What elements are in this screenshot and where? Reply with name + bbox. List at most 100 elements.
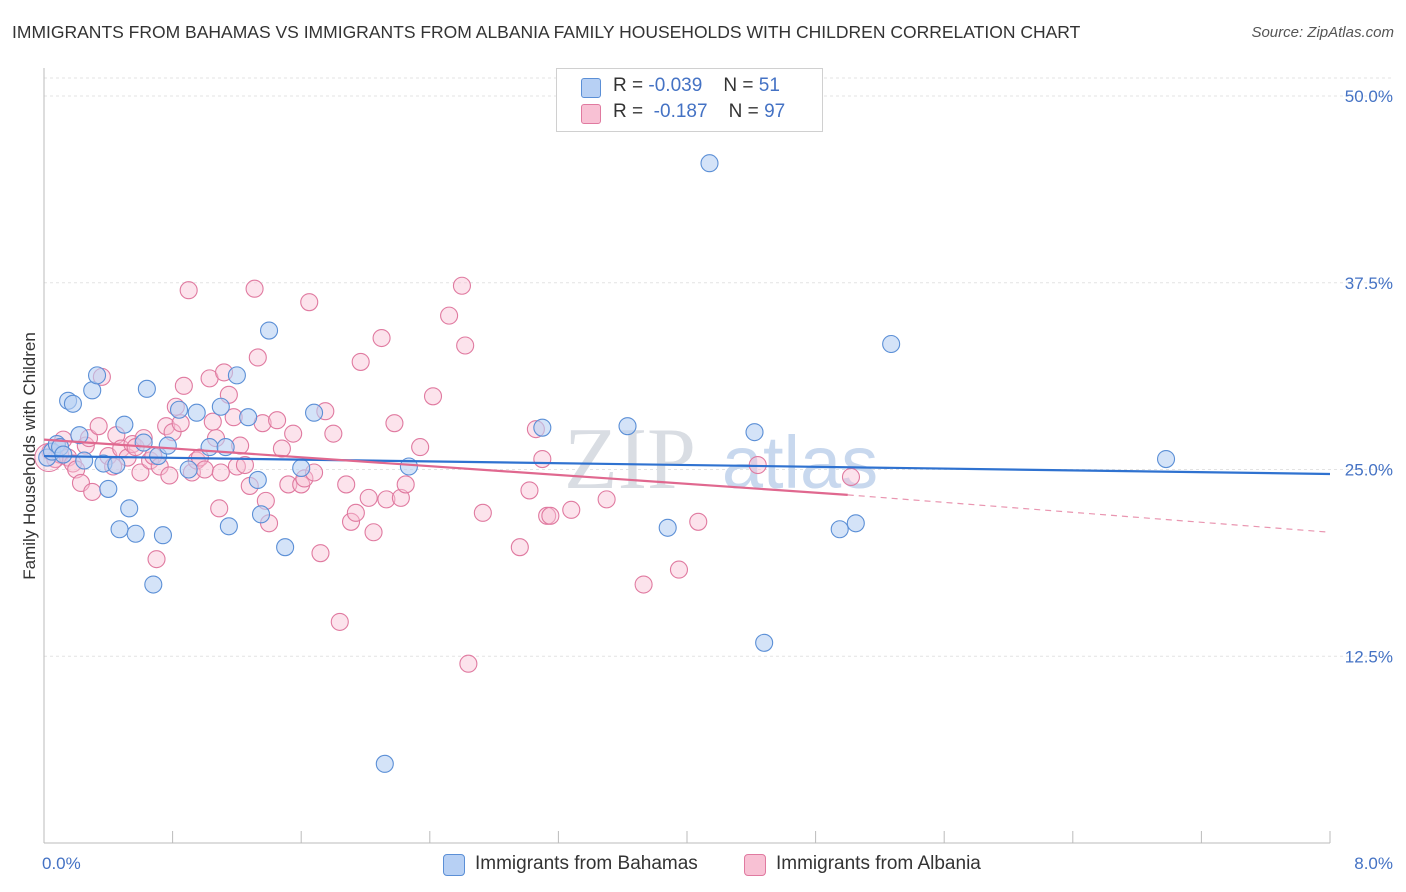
bahamas-point [110, 520, 129, 539]
bottom-legend-swatch-bahamas [443, 854, 465, 876]
bahamas-point [292, 458, 311, 478]
bahamas-point [882, 334, 901, 354]
bahamas-point [187, 403, 206, 422]
albania-point [459, 654, 478, 673]
albania-point [203, 412, 222, 431]
watermark: ZIP atlas [564, 411, 878, 508]
legend-n-albania: 97 [764, 101, 786, 122]
bahamas-point [618, 417, 637, 436]
albania-point [279, 475, 298, 494]
bahamas-point [179, 460, 198, 479]
bahamas-point [227, 366, 246, 385]
albania-point [324, 424, 343, 443]
correlation-legend: R = -0.039 N = 51 R = -0.187 N = 97 [556, 68, 823, 132]
albania-points [34, 276, 861, 673]
legend-n-bahamas: 51 [758, 75, 780, 96]
bahamas-point [755, 633, 774, 652]
bahamas-point [211, 397, 230, 416]
albania-point [452, 276, 472, 295]
albania-point [377, 490, 396, 509]
albania-point [423, 387, 443, 406]
albania-point [210, 499, 229, 518]
bottom-legend-swatch-albania [744, 854, 766, 876]
albania-point [300, 293, 319, 312]
bahamas-point [134, 433, 153, 452]
legend-text-bahamas: R = -0.039 N = 51 [613, 75, 780, 97]
albania-point [341, 512, 361, 531]
legend-r-albania: -0.187 [653, 101, 708, 122]
albania-point [268, 411, 287, 430]
albania-point [411, 438, 430, 457]
albania-point [634, 575, 653, 594]
bahamas-point [87, 366, 107, 385]
y-tick-label: 37.5% [1345, 274, 1393, 293]
bahamas-point [200, 438, 219, 457]
albania-trend-line [43, 438, 848, 496]
bahamas-point [219, 517, 238, 536]
albania-point [391, 488, 410, 507]
bahamas-point [158, 436, 177, 455]
legend-swatch-bahamas [581, 78, 601, 98]
albania-point [179, 281, 198, 300]
bahamas-point [830, 520, 849, 539]
albania-point [473, 503, 492, 522]
bahamas-point [375, 754, 394, 773]
legend-n-label: N = [728, 101, 759, 122]
albania-point [346, 503, 365, 522]
albania-point [841, 467, 861, 487]
albania-point [364, 523, 383, 542]
bahamas-point [120, 499, 139, 518]
albania-point [147, 550, 166, 569]
bahamas-point [745, 423, 764, 442]
bahamas-point [846, 514, 865, 533]
bahamas-point [75, 451, 94, 470]
albania-point [372, 328, 391, 348]
albania-trend-extension [847, 494, 1331, 533]
bahamas-point [305, 403, 324, 422]
bahamas-point [153, 526, 173, 545]
x-tick-label: 0.0% [42, 854, 81, 873]
legend-r-bahamas: -0.039 [648, 75, 703, 96]
legend-n-label: N = [723, 75, 754, 96]
bahamas-point [99, 479, 118, 498]
bahamas-point [259, 321, 279, 340]
bahamas-point [107, 455, 126, 475]
albania-point [533, 449, 552, 469]
trend-layer [43, 438, 1331, 533]
chart-title: IMMIGRANTS FROM BAHAMAS VS IMMIGRANTS FR… [12, 22, 1081, 42]
bahamas-point [248, 470, 267, 490]
bahamas-point [144, 575, 163, 594]
albania-point [235, 455, 254, 475]
albania-point [510, 538, 529, 557]
albania-point [520, 481, 539, 500]
albania-point [131, 463, 150, 482]
legend-r-label: R = [613, 75, 644, 96]
albania-point [385, 414, 404, 433]
albania-point [245, 279, 264, 298]
albania-point [284, 424, 303, 443]
source-credit: Source: ZipAtlas.com [1251, 24, 1394, 41]
bahamas-point [169, 400, 189, 419]
albania-point [359, 488, 378, 507]
bahamas-point [63, 394, 82, 413]
albania-point [174, 376, 193, 395]
x-tick-label: 8.0% [1354, 854, 1393, 873]
albania-point [195, 460, 214, 479]
bahamas-point [70, 426, 89, 445]
bahamas-point [83, 381, 102, 400]
bahamas-point [533, 418, 552, 437]
albania-point [351, 352, 370, 371]
y-tick-label: 50.0% [1345, 87, 1393, 106]
tick-label-layer: 12.5% 25.0% 37.5% 50.0% 0.0% 8.0% [42, 87, 1393, 873]
bahamas-point [115, 415, 134, 434]
bahamas-point [1156, 449, 1176, 469]
bahamas-trend-line [43, 454, 1331, 476]
albania-point [396, 475, 415, 494]
albania-point [541, 506, 560, 525]
bahamas-point [54, 445, 73, 464]
albania-point [597, 490, 616, 509]
albania-point [248, 348, 267, 367]
bottom-legend-label-bahamas: Immigrants from Bahamas [475, 853, 698, 874]
legend-text-albania: R = -0.187 N = 97 [613, 101, 785, 123]
bahamas-point [137, 379, 156, 398]
